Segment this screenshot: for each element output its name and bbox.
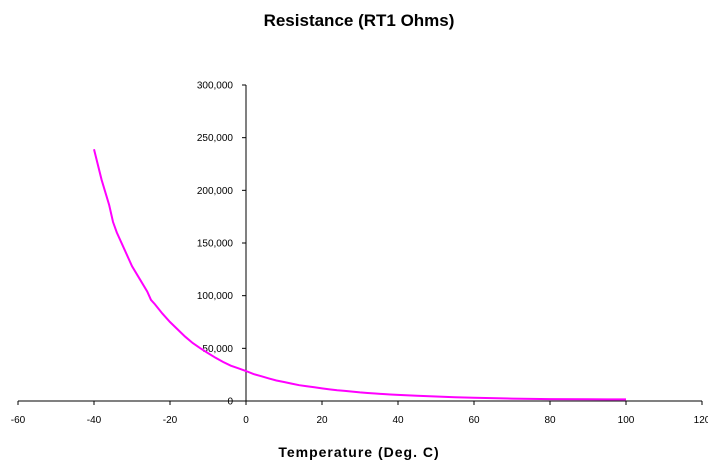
- x-tick-label: -40: [87, 415, 102, 426]
- y-tick-label: 300,000: [197, 81, 234, 92]
- x-tick-label: 80: [544, 415, 556, 426]
- y-tick-label: 150,000: [197, 239, 234, 250]
- chart-title: Resistance (RT1 Ohms): [264, 11, 455, 30]
- x-tick-label: 0: [243, 415, 249, 426]
- y-tick-label: 50,000: [202, 344, 233, 355]
- x-tick-label: 100: [618, 415, 635, 426]
- x-tick-label: -20: [163, 415, 178, 426]
- x-tick-label: -60: [11, 415, 26, 426]
- y-tick-label: 250,000: [197, 133, 234, 144]
- x-tick-label: 40: [392, 415, 404, 426]
- plot-area: [93, 149, 626, 401]
- y-tick-label: 200,000: [197, 186, 234, 197]
- x-axis-title: Temperature (Deg. C): [278, 444, 439, 460]
- x-tick-label: 60: [468, 415, 480, 426]
- ticks: -60 -40 -20 0 20 40 60 80 100 120 0 50,000 100,000 15…: [11, 81, 708, 427]
- y-tick-label: 100,000: [197, 291, 234, 302]
- series-line: [93, 149, 626, 401]
- y-tick-label: 0: [227, 397, 233, 408]
- x-tick-label: 20: [316, 415, 328, 426]
- x-tick-label: 120: [694, 415, 708, 426]
